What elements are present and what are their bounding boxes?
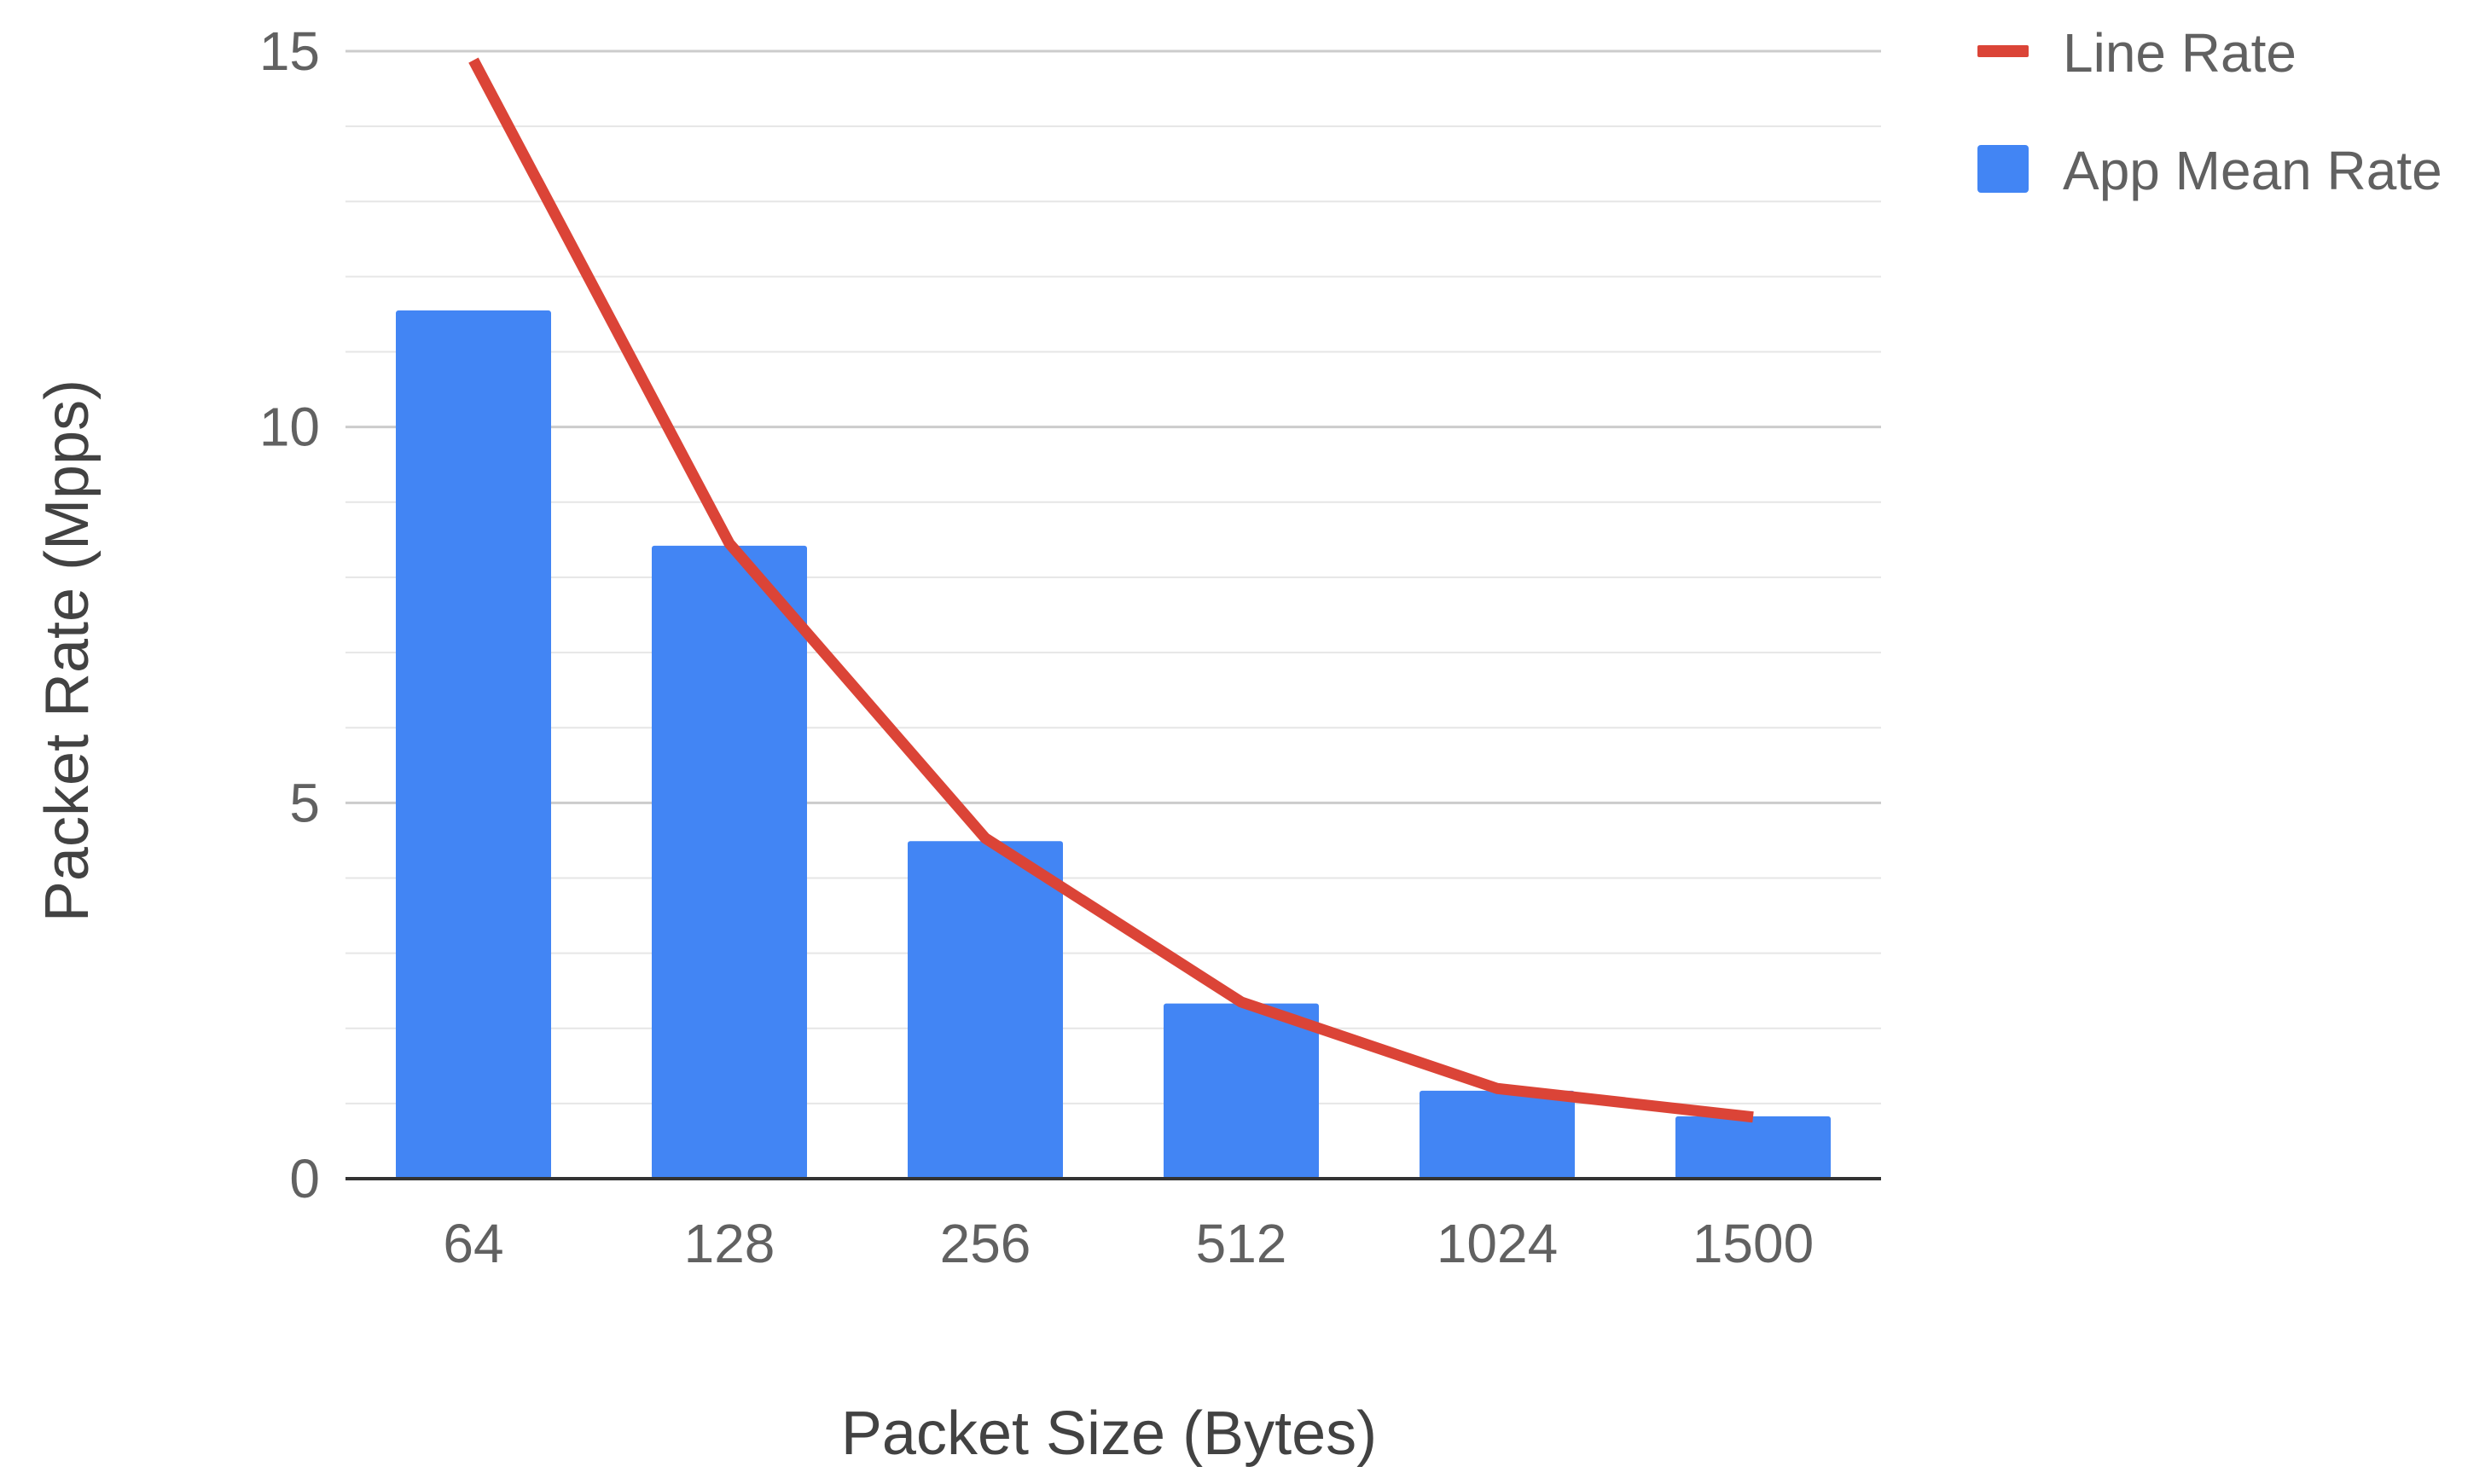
- legend: Line Rate App Mean Rate: [1977, 22, 2442, 201]
- y-axis-title: Packet Rate (Mpps): [33, 380, 102, 922]
- legend-bar-swatch: [1977, 145, 2029, 193]
- x-tick-label: 1024: [1437, 1213, 1558, 1274]
- line-series: [468, 57, 1754, 1123]
- x-tick-label: 64: [443, 1213, 503, 1274]
- legend-line-swatch: [1977, 45, 2029, 57]
- x-axis-title: Packet Size (Bytes): [841, 1400, 1377, 1468]
- x-tick-label: 256: [940, 1213, 1031, 1274]
- legend-item-app-mean-rate[interactable]: App Mean Rate: [1977, 140, 2442, 201]
- x-tick-label: 1500: [1693, 1213, 1814, 1274]
- legend-bar-label: App Mean Rate: [2063, 140, 2442, 201]
- legend-item-line-rate[interactable]: Line Rate: [1977, 22, 2296, 84]
- line-rate-line[interactable]: [468, 57, 1754, 1123]
- y-tick-label: 5: [289, 772, 320, 833]
- x-tick-label: 512: [1196, 1213, 1287, 1274]
- bar-64[interactable]: [396, 310, 551, 1179]
- y-tick-label: 10: [259, 397, 320, 458]
- bar-1500[interactable]: [1675, 1116, 1831, 1179]
- bar-512[interactable]: [1164, 1003, 1319, 1179]
- x-tick-label: 128: [684, 1213, 775, 1274]
- bar-series: [396, 310, 1831, 1179]
- bar-256[interactable]: [908, 841, 1063, 1179]
- tick-labels: 0 5 10 15 64 128 256 512 1024 1500: [259, 20, 1814, 1274]
- y-tick-label: 15: [259, 20, 320, 82]
- bar-128[interactable]: [652, 545, 807, 1179]
- y-tick-label: 0: [289, 1148, 320, 1209]
- bar-1024[interactable]: [1420, 1090, 1575, 1179]
- legend-line-label: Line Rate: [2063, 22, 2296, 84]
- grid-lines: [345, 49, 1881, 1104]
